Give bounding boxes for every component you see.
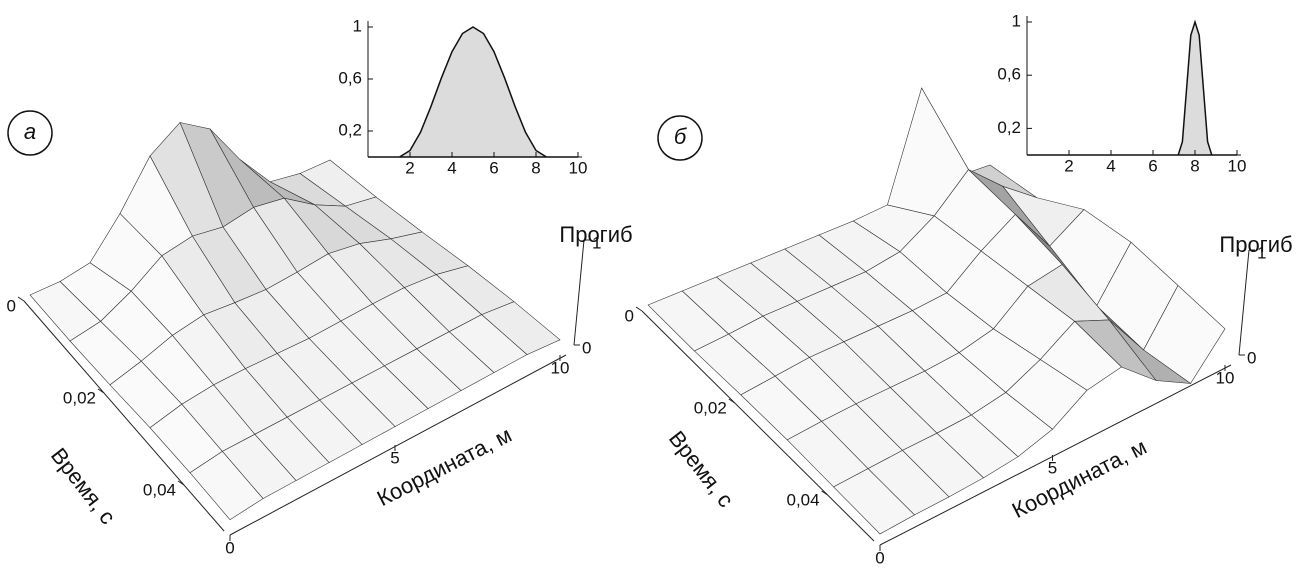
area <box>368 26 578 158</box>
tick-mark <box>728 398 736 404</box>
y-tick-label: 1 <box>353 16 362 35</box>
z-tick-label: 1 <box>592 233 601 252</box>
tick-mark <box>97 388 105 394</box>
x-tick-label: 6 <box>489 158 498 177</box>
x-tick-label: 0 <box>875 548 884 567</box>
axis-line <box>573 239 585 346</box>
axis-title: Прогиб <box>1219 232 1292 257</box>
y-tick-label: 0,04 <box>143 480 176 499</box>
x-tick-label: 5 <box>1048 458 1057 477</box>
panel-label: б <box>674 124 688 149</box>
x-tick-label: 8 <box>1190 156 1199 175</box>
axis-title: Время, с <box>46 443 121 529</box>
surface-cell <box>189 451 264 521</box>
x-tick-label: 5 <box>390 448 399 467</box>
panel-badge <box>657 115 703 161</box>
y-tick-label: 1 <box>1012 11 1021 30</box>
area <box>1027 19 1237 156</box>
tick-mark <box>17 296 25 302</box>
tick-mark <box>177 480 185 486</box>
x-tick-label: 2 <box>1064 156 1073 175</box>
y-tick-label: 0,02 <box>63 388 96 407</box>
y-tick-label: 0 <box>7 296 16 315</box>
x-tick-label: 6 <box>1148 156 1157 175</box>
x-tick-label: 2 <box>405 158 414 177</box>
axis-line <box>229 354 567 536</box>
axis-line <box>641 310 875 542</box>
axis-line <box>23 300 225 532</box>
tick-mark <box>821 490 828 496</box>
x-tick-label: 10 <box>1228 156 1247 175</box>
y-tick-label: 0,6 <box>997 65 1021 84</box>
y-tick-label: 0,04 <box>787 490 820 509</box>
x-tick-label: 8 <box>531 158 540 177</box>
y-tick-label: 0,02 <box>694 398 727 417</box>
x-tick-label: 10 <box>551 358 570 377</box>
y-tick-label: 0,6 <box>338 68 362 87</box>
axis-line <box>1238 249 1250 356</box>
x-tick-label: 10 <box>1216 368 1235 387</box>
axis-title: Время, с <box>664 426 739 512</box>
panel-badge <box>7 110 53 156</box>
z-tick-label: 0 <box>1247 348 1256 367</box>
x-tick-label: 4 <box>447 158 456 177</box>
z-tick-label: 1 <box>1257 243 1266 262</box>
y-tick-label: 0,2 <box>997 118 1021 137</box>
axis-line <box>879 364 1232 546</box>
tick-mark <box>635 306 643 312</box>
axis-title: Прогиб <box>559 222 632 247</box>
x-tick-label: 0 <box>225 538 234 557</box>
x-tick-label: 10 <box>569 158 588 177</box>
panel-label: а <box>24 119 36 144</box>
y-tick-label: 0,2 <box>338 120 362 139</box>
x-tick-label: 4 <box>1106 156 1115 175</box>
y-tick-label: 0 <box>625 306 634 325</box>
z-tick-label: 0 <box>582 338 591 357</box>
surface-cell <box>833 468 915 535</box>
